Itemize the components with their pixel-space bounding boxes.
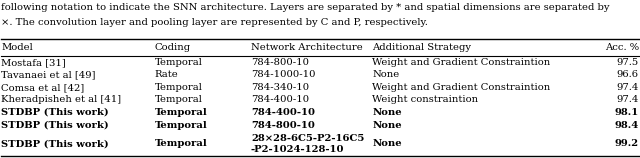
Text: ×. The convolution layer and pooling layer are represented by C and P, respectiv: ×. The convolution layer and pooling lay… — [1, 18, 428, 27]
Text: 97.5: 97.5 — [616, 58, 639, 67]
Text: Acc. %: Acc. % — [605, 43, 639, 52]
Text: Temporal: Temporal — [155, 108, 207, 117]
Text: 784-340-10: 784-340-10 — [251, 83, 309, 92]
Text: Network Architecture: Network Architecture — [251, 43, 363, 52]
Text: 99.2: 99.2 — [614, 139, 639, 148]
Text: 784-800-10: 784-800-10 — [251, 121, 315, 130]
Text: None: None — [372, 139, 402, 148]
Text: STDBP (This work): STDBP (This work) — [1, 108, 109, 117]
Text: Weight constraintion: Weight constraintion — [372, 95, 479, 104]
Text: STDBP (This work): STDBP (This work) — [1, 121, 109, 130]
Text: 98.4: 98.4 — [614, 121, 639, 130]
Text: 96.6: 96.6 — [617, 70, 639, 79]
Text: Temporal: Temporal — [155, 95, 203, 104]
Text: Temporal: Temporal — [155, 139, 207, 148]
Text: Weight and Gradient Constraintion: Weight and Gradient Constraintion — [372, 58, 551, 67]
Text: None: None — [372, 121, 402, 130]
Text: 97.4: 97.4 — [616, 83, 639, 92]
Text: 784-400-10: 784-400-10 — [251, 95, 309, 104]
Text: Tavanaei et al [49]: Tavanaei et al [49] — [1, 70, 96, 79]
Text: 784-1000-10: 784-1000-10 — [251, 70, 316, 79]
Text: Temporal: Temporal — [155, 83, 203, 92]
Text: 784-800-10: 784-800-10 — [251, 58, 309, 67]
Text: 98.1: 98.1 — [614, 108, 639, 117]
Text: Coding: Coding — [155, 43, 191, 52]
Text: Weight and Gradient Constraintion: Weight and Gradient Constraintion — [372, 83, 551, 92]
Text: None: None — [372, 108, 402, 117]
Text: 28×28-6C5-P2-16C5
-P2-1024-128-10: 28×28-6C5-P2-16C5 -P2-1024-128-10 — [251, 134, 364, 154]
Text: Kheradpisheh et al [41]: Kheradpisheh et al [41] — [1, 95, 122, 104]
Text: Temporal: Temporal — [155, 58, 203, 67]
Text: Temporal: Temporal — [155, 121, 207, 130]
Text: Comsa et al [42]: Comsa et al [42] — [1, 83, 84, 92]
Text: Rate: Rate — [155, 70, 179, 79]
Text: STDBP (This work): STDBP (This work) — [1, 139, 109, 148]
Text: None: None — [372, 70, 400, 79]
Text: following notation to indicate the SNN architecture. Layers are separated by * a: following notation to indicate the SNN a… — [1, 3, 610, 12]
Text: Mostafa [31]: Mostafa [31] — [1, 58, 66, 67]
Text: Additional Strategy: Additional Strategy — [372, 43, 472, 52]
Text: 97.4: 97.4 — [616, 95, 639, 104]
Text: 784-400-10: 784-400-10 — [251, 108, 315, 117]
Text: Model: Model — [1, 43, 33, 52]
